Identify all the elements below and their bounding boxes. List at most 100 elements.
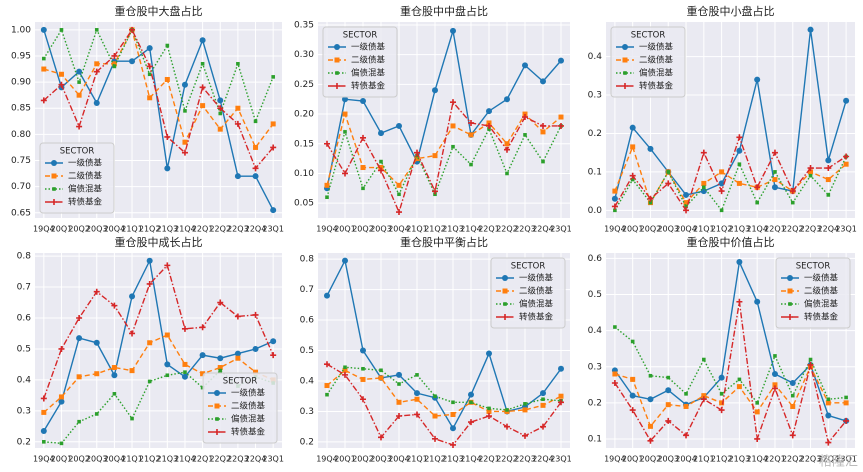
point: [718, 374, 725, 381]
point: [112, 64, 117, 69]
point: [325, 392, 329, 397]
point: [42, 56, 46, 61]
point: [450, 99, 456, 106]
point: [414, 149, 420, 156]
point: [773, 170, 777, 174]
legend-marker: [214, 429, 220, 435]
point: [612, 371, 618, 377]
point: [234, 120, 241, 127]
x-tick-label: 22Q4: [532, 225, 554, 234]
x-tick-label: 22Q2: [782, 455, 804, 464]
point: [252, 165, 259, 172]
y-tick-label: 0.25: [294, 80, 314, 90]
point: [129, 293, 136, 300]
point: [181, 149, 188, 156]
point: [58, 345, 65, 352]
legend-marker: [622, 57, 628, 63]
x-tick-label: 21Q4: [460, 225, 482, 234]
point: [843, 417, 850, 424]
x-tick-label: 23Q1: [262, 225, 284, 234]
x-tick-label: 20Q4: [104, 225, 126, 234]
point: [111, 61, 117, 67]
legend-box: [610, 26, 686, 98]
point: [343, 130, 347, 134]
legend-marker: [51, 173, 57, 179]
point: [200, 371, 206, 377]
point: [235, 105, 241, 111]
panel: 重仓股中价值占比0.10.20.30.40.50.619Q420Q120Q220…: [588, 235, 857, 464]
point: [611, 195, 618, 202]
point: [754, 76, 761, 83]
point: [414, 396, 420, 402]
point: [360, 347, 366, 354]
series-line: [326, 111, 562, 187]
legend-label: 转债基金: [231, 427, 266, 438]
point: [164, 332, 170, 338]
point: [270, 207, 277, 214]
y-tick-label: 1.00: [11, 25, 31, 35]
point: [164, 361, 171, 368]
point: [234, 313, 241, 320]
point: [93, 68, 100, 75]
chart-title: 重仓股中大盘占比: [115, 4, 203, 18]
x-tick-label: 22Q4: [245, 455, 267, 464]
point: [683, 403, 689, 409]
x-tick-label: 22Q3: [800, 225, 822, 234]
point: [665, 387, 672, 394]
point: [684, 392, 688, 396]
point: [111, 365, 117, 371]
x-tick-label: 22Q4: [532, 455, 554, 464]
point: [487, 406, 491, 411]
point: [414, 156, 420, 162]
point: [40, 26, 47, 33]
legend-marker: [502, 288, 508, 294]
y-tick-label: 0.05: [294, 199, 314, 209]
point: [396, 371, 402, 378]
legend-label: 二级债基: [351, 55, 386, 66]
point: [701, 393, 707, 399]
point: [270, 352, 277, 359]
legend-title: SECTOR: [60, 147, 95, 157]
y-tick-label: 0.90: [11, 78, 31, 88]
point: [396, 413, 402, 420]
x-tick-label: 23Q1: [262, 455, 284, 464]
point: [397, 192, 401, 197]
point: [629, 172, 636, 179]
point: [700, 149, 707, 156]
x-tick-label: 21Q4: [746, 455, 768, 464]
x-tick-label: 21Q1: [693, 225, 715, 234]
point: [826, 193, 831, 197]
x-tick-label: 22Q1: [478, 225, 500, 234]
legend-marker: [214, 403, 220, 409]
point: [612, 188, 618, 194]
point: [183, 370, 187, 374]
x-tick-label: 21Q3: [729, 455, 751, 464]
x-tick-label: 21Q1: [406, 225, 428, 234]
point: [771, 385, 778, 392]
point: [789, 188, 796, 195]
point: [630, 339, 635, 344]
x-tick-label: 20Q4: [388, 455, 410, 464]
point: [450, 123, 456, 129]
point: [94, 28, 99, 32]
point: [93, 339, 100, 346]
point: [468, 419, 474, 426]
point: [414, 411, 420, 418]
legend-marker: [787, 288, 793, 294]
point: [450, 411, 456, 417]
x-tick-label: 22Q2: [209, 455, 231, 464]
x-tick-label: 21Q3: [157, 455, 179, 464]
point: [718, 180, 725, 187]
x-tick-label: 22Q1: [478, 455, 500, 464]
point: [432, 435, 438, 442]
point: [396, 209, 402, 216]
y-tick-label: 0.5: [300, 346, 314, 356]
y-tick-label: 0.70: [11, 182, 31, 192]
point: [451, 400, 455, 405]
point: [523, 133, 527, 137]
x-tick-label: 22Q2: [209, 225, 231, 234]
point: [218, 111, 223, 116]
